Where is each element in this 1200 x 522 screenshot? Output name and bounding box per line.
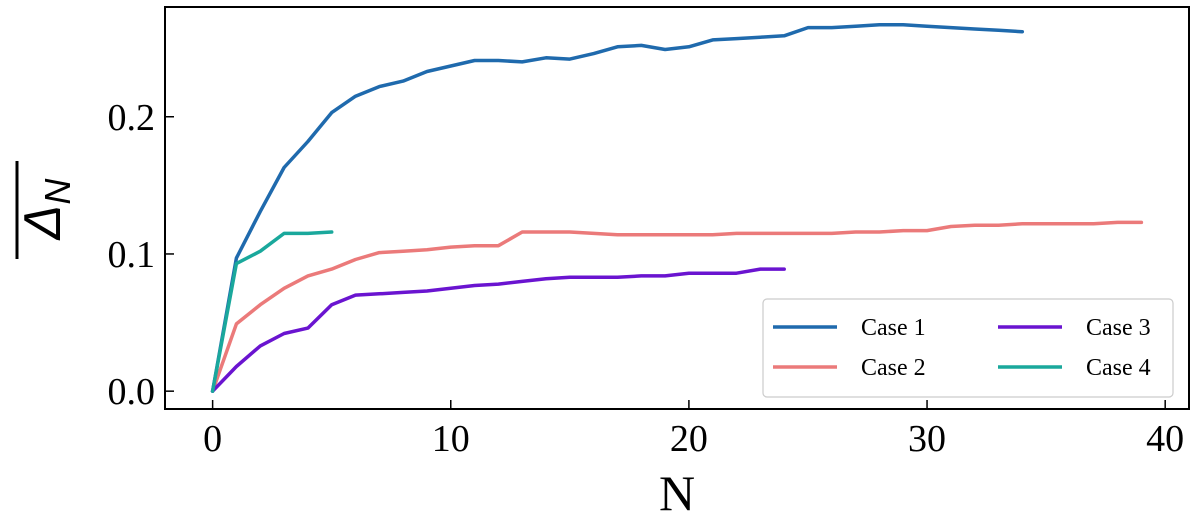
y-axis-label: ΔN — [14, 161, 78, 259]
legend-label-case-1: Case 1 — [861, 315, 926, 341]
svg-text:ΔN: ΔN — [14, 178, 78, 242]
axis-ticks: 0 10 20 30 40 0.0 0.1 0.2 — [108, 97, 1185, 460]
series-line-case-3 — [210, 267, 786, 393]
series-lines — [210, 23, 1144, 393]
legend-label-case-3: Case 3 — [1086, 315, 1151, 341]
series-line-case-1 — [210, 23, 1025, 393]
x-tick-label-3: 30 — [908, 418, 946, 460]
y-axis-label-subscript: N — [37, 178, 78, 205]
legend-label-case-4: Case 4 — [1086, 355, 1151, 381]
series-line-case-4 — [210, 230, 334, 393]
legend-box — [762, 298, 1174, 398]
x-tick-label-2: 20 — [670, 418, 708, 460]
legend-label-case-2: Case 2 — [861, 355, 926, 381]
y-tick-label-2: 0.2 — [108, 97, 156, 139]
y-axis-label-symbol: Δ — [14, 205, 72, 242]
x-tick-label-1: 10 — [432, 418, 470, 460]
x-tick-label-4: 40 — [1146, 418, 1184, 460]
legend: Case 1 Case 3 Case 2 Case 4 — [762, 298, 1174, 398]
x-tick-label-0: 0 — [203, 418, 222, 460]
series-line-case-2 — [210, 220, 1144, 393]
x-axis-label: N — [659, 465, 695, 521]
y-tick-label-1: 0.1 — [108, 234, 156, 276]
y-tick-label-0: 0.0 — [108, 371, 156, 413]
plot-frame — [164, 6, 1190, 410]
